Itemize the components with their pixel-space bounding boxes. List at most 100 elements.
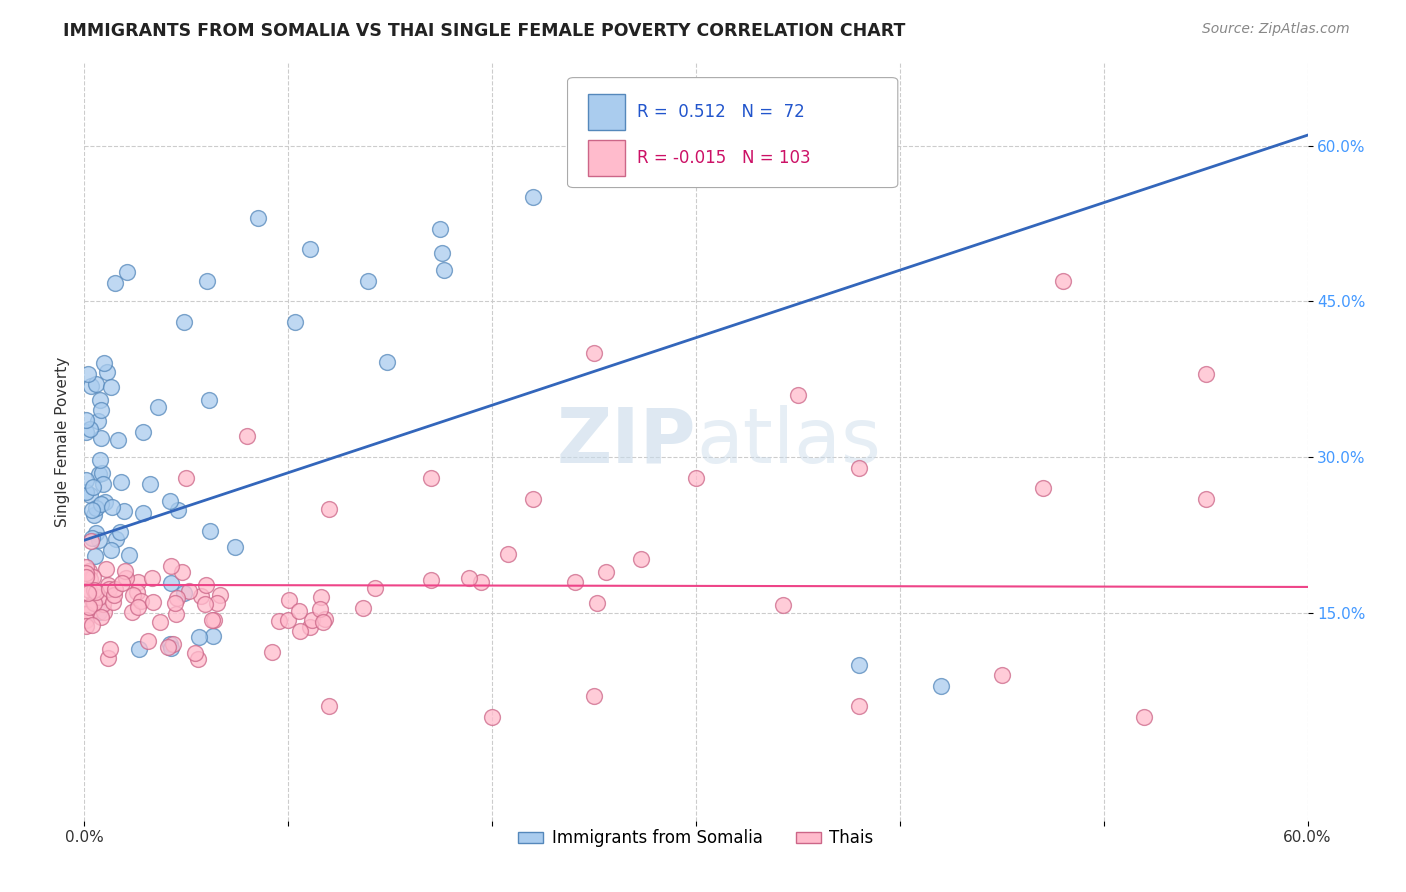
Point [77, 564, 100, 578]
Point [89, 453, 111, 467]
Point [420, 573, 443, 587]
Point [166, 591, 188, 605]
Point [630, 552, 652, 566]
Point [173, 586, 195, 600]
Point [84, 585, 107, 599]
Point [583, 689, 606, 703]
Point [269, 614, 291, 628]
Point [87, 414, 110, 428]
Point [290, 624, 312, 638]
Point [84, 500, 107, 515]
Point [202, 613, 225, 627]
Point [1052, 274, 1074, 288]
Point [87, 605, 110, 619]
Point [87, 467, 110, 482]
Point [93, 605, 115, 619]
Point [97, 651, 120, 665]
Point [929, 679, 952, 693]
Point [205, 597, 228, 611]
Point [136, 634, 159, 648]
Point [159, 494, 181, 508]
Point [96, 365, 118, 379]
Point [76, 367, 98, 381]
Point [90, 431, 112, 445]
Point [84, 599, 107, 613]
Point [177, 584, 200, 599]
Text: R = -0.015   N = 103: R = -0.015 N = 103 [637, 149, 811, 167]
Point [127, 600, 149, 615]
Point [132, 506, 155, 520]
Point [277, 613, 299, 627]
Point [98, 582, 121, 596]
Point [564, 575, 586, 590]
Point [79, 422, 101, 436]
Point [187, 652, 209, 666]
Point [75, 413, 97, 427]
Point [585, 596, 607, 610]
Point [200, 524, 222, 538]
Point [318, 699, 340, 714]
Point [195, 578, 218, 592]
Point [583, 346, 606, 360]
Point [173, 315, 195, 329]
Point [165, 607, 187, 621]
Point [82, 570, 104, 584]
Point [89, 590, 111, 604]
Point [159, 559, 181, 574]
Point [122, 588, 145, 602]
Point [162, 637, 184, 651]
Point [104, 532, 127, 546]
Point [433, 263, 456, 277]
Point [128, 641, 150, 656]
Point [157, 640, 180, 654]
Point [96, 562, 118, 576]
Point [112, 504, 135, 518]
Point [498, 548, 520, 562]
Point [121, 605, 143, 619]
Point [375, 355, 398, 369]
Point [127, 574, 149, 589]
Point [75, 473, 97, 487]
Point [101, 500, 124, 514]
Point [146, 401, 169, 415]
Point [83, 596, 105, 610]
Point [104, 582, 127, 596]
Point [278, 592, 301, 607]
Point [184, 646, 207, 660]
Point [848, 460, 870, 475]
Point [89, 533, 111, 547]
Point [848, 699, 870, 714]
Point [301, 613, 323, 627]
Point [94, 495, 117, 509]
Point [772, 599, 794, 613]
Point [284, 315, 307, 329]
Point [82, 479, 104, 493]
Point [166, 502, 188, 516]
Point [75, 607, 97, 621]
Point [149, 615, 172, 630]
Point [1133, 710, 1156, 724]
Point [97, 578, 120, 592]
Point [75, 566, 97, 580]
Point [75, 485, 97, 500]
Point [364, 581, 387, 595]
FancyBboxPatch shape [568, 78, 898, 187]
Point [107, 434, 129, 448]
Point [595, 565, 617, 579]
Point [142, 595, 165, 609]
Point [198, 392, 221, 407]
Point [84, 377, 107, 392]
Point [848, 657, 870, 672]
Point [522, 190, 544, 204]
Point [481, 710, 503, 724]
Point [76, 585, 98, 599]
Point [236, 429, 259, 443]
Point [91, 597, 114, 611]
Point [98, 642, 121, 657]
Text: ZIP: ZIP [557, 405, 696, 478]
Point [129, 594, 152, 608]
Point [522, 491, 544, 506]
Point [125, 585, 148, 599]
Point [357, 274, 380, 288]
Point [79, 572, 101, 586]
